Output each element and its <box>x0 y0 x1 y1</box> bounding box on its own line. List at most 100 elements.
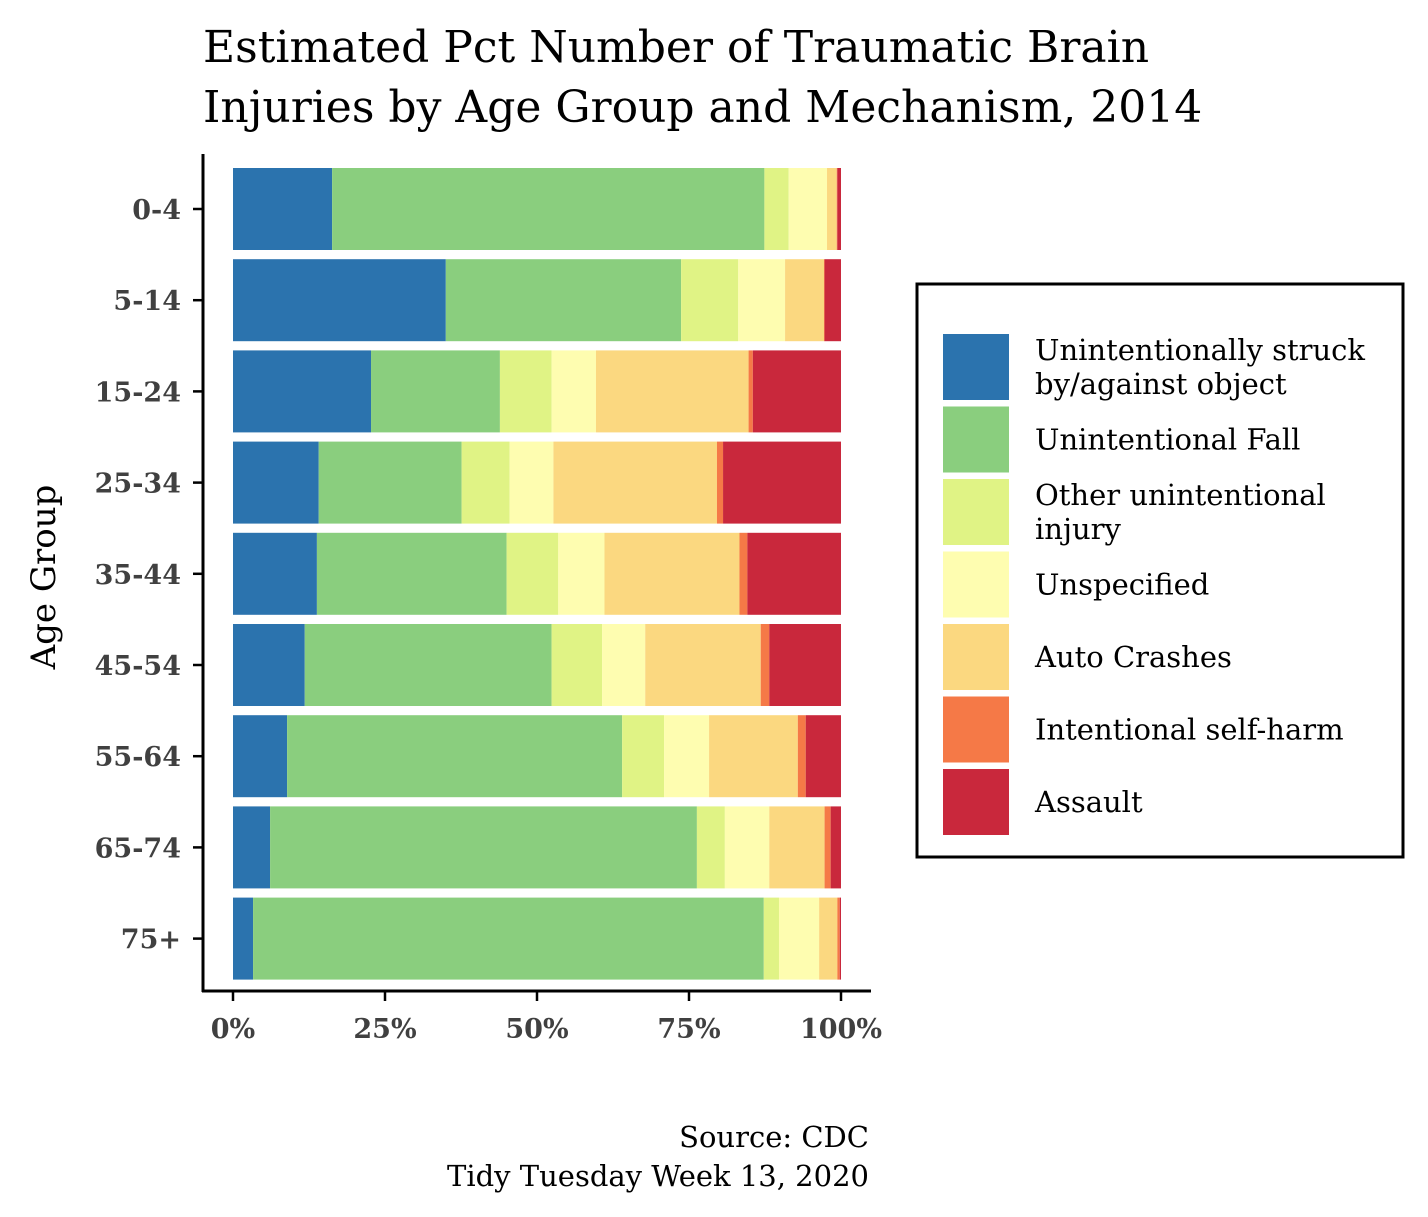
chart-title-line-2: Injuries by Age Group and Mechanism, 201… <box>203 82 1202 133</box>
bar-segment-35-44-7 <box>747 532 841 615</box>
bar-segment-35-44-5 <box>604 532 740 615</box>
bar-segment-55-64-3 <box>622 715 665 798</box>
bar-segment-0-4-4 <box>788 168 828 250</box>
bar-segment-0-4-7 <box>837 168 841 250</box>
bar-segment-75+-6 <box>837 897 840 980</box>
legend-key-5 <box>943 624 1009 690</box>
bar-segment-0-4-3 <box>764 168 789 250</box>
bar-segment-55-64-4 <box>664 715 710 798</box>
bar-segment-15-24-2 <box>371 350 500 433</box>
bar-segment-45-54-6 <box>760 624 770 706</box>
bar-segment-45-54-5 <box>645 624 761 706</box>
x-tick-label-75: 75% <box>657 1014 720 1045</box>
legend-key-2 <box>943 406 1009 473</box>
bar-segment-5-14-3 <box>681 259 739 342</box>
bar-segment-25-34-7 <box>723 441 841 524</box>
legend-key-4 <box>943 551 1009 618</box>
bar-segment-15-24-5 <box>595 350 749 433</box>
legend-label-2: Unintentional Fall <box>1035 423 1300 457</box>
y-tick-label-5-14: 5-14 <box>113 286 181 317</box>
bar-segment-25-34-2 <box>318 441 462 524</box>
bar-segment-75+-5 <box>819 897 838 980</box>
y-axis-title: Age Group <box>24 485 64 671</box>
x-tick-label-0: 0% <box>211 1014 255 1045</box>
legend-label-7: Assault <box>1034 785 1143 819</box>
bar-segment-45-54-3 <box>551 624 603 706</box>
bar-segment-25-34-1 <box>233 441 319 524</box>
y-tick-label-45-54: 45-54 <box>95 651 181 682</box>
bars-layer <box>233 168 841 980</box>
legend-label-1: Unintentionally struck by/against object <box>1035 333 1365 401</box>
bar-segment-5-14-5 <box>785 259 824 342</box>
bar-segment-65-74-5 <box>769 806 825 889</box>
bar-segment-65-74-3 <box>696 806 725 889</box>
caption-note: Tidy Tuesday Week 13, 2020 <box>447 1159 869 1193</box>
bar-segment-5-14-2 <box>445 259 682 342</box>
legend-label-3: Other unintentional injury <box>1035 478 1326 546</box>
legend-label-6: Intentional self-harm <box>1035 713 1344 747</box>
bar-segment-15-24-1 <box>233 350 372 433</box>
chart-title-line-1: Estimated Pct Number of Traumatic Brain <box>203 22 1149 73</box>
x-tick-label-50: 50% <box>505 1014 568 1045</box>
caption-source: Source: CDC <box>679 1120 869 1154</box>
legend-label-4: Unspecified <box>1035 568 1209 602</box>
bar-segment-55-64-5 <box>709 715 798 798</box>
bar-segment-0-4-2 <box>332 168 765 250</box>
bar-segment-35-44-1 <box>233 532 317 615</box>
bar-segment-5-14-1 <box>233 259 446 342</box>
bar-segment-25-34-6 <box>716 441 724 524</box>
legend-key-6 <box>943 696 1009 763</box>
legend: Unintentionally struck by/against object U… <box>915 282 1405 859</box>
bar-segment-35-44-4 <box>558 532 605 615</box>
bar-segment-5-14-4 <box>738 259 786 342</box>
bar-segment-65-74-1 <box>233 806 271 889</box>
bar-segment-35-44-2 <box>316 532 507 615</box>
bar-segment-35-44-3 <box>506 532 559 615</box>
bar-segment-65-74-4 <box>724 806 770 889</box>
bar-segment-55-64-1 <box>233 715 288 798</box>
bar-segment-65-74-2 <box>270 806 697 889</box>
bar-segment-0-4-1 <box>233 168 333 250</box>
y-tick-label-75+: 75+ <box>121 925 181 956</box>
bar-segment-25-34-5 <box>553 441 717 524</box>
bar-segment-45-54-7 <box>769 624 841 706</box>
bar-segment-55-64-2 <box>287 715 623 798</box>
x-tick-label-25: 25% <box>353 1014 416 1045</box>
bar-segment-0-4-5 <box>827 168 837 250</box>
bar-segment-65-74-7 <box>830 806 841 889</box>
bar-segment-15-24-6 <box>748 350 753 433</box>
bar-segment-15-24-7 <box>752 350 841 433</box>
x-tick-label-100: 100% <box>800 1014 882 1045</box>
y-tick-label-65-74: 65-74 <box>95 833 181 864</box>
y-tick-label-25-34: 25-34 <box>95 469 181 500</box>
bar-segment-45-54-4 <box>602 624 646 706</box>
y-tick-label-15-24: 15-24 <box>95 377 181 408</box>
bar-segment-55-64-6 <box>797 715 806 798</box>
y-tick-label-55-64: 55-64 <box>95 742 181 773</box>
axes-layer: 0-4 5-14 15-24 25-34 35-44 45-54 55-64 65-74 75+… <box>95 154 882 1045</box>
legend-key-1 <box>943 334 1009 400</box>
bar-segment-75+-7 <box>839 897 841 980</box>
bar-segment-5-14-6 <box>823 259 825 342</box>
bar-segment-15-24-3 <box>499 350 552 433</box>
bar-segment-45-54-2 <box>304 624 552 706</box>
bar-segment-25-34-3 <box>461 441 510 524</box>
bar-segment-65-74-6 <box>824 806 831 889</box>
bar-segment-25-34-4 <box>509 441 554 524</box>
bar-segment-45-54-1 <box>233 624 305 706</box>
bar-segment-15-24-4 <box>551 350 596 433</box>
legend-label-5: Auto Crashes <box>1034 640 1232 674</box>
bar-segment-5-14-7 <box>824 259 841 342</box>
y-tick-label-0-4: 0-4 <box>132 195 181 226</box>
bar-segment-55-64-7 <box>805 715 841 798</box>
bar-segment-75+-2 <box>253 897 764 980</box>
bar-segment-75+-4 <box>778 897 820 980</box>
bar-segment-35-44-6 <box>739 532 748 615</box>
bar-segment-0-4-6 <box>836 168 838 250</box>
legend-key-7 <box>943 769 1009 835</box>
y-tick-label-35-44: 35-44 <box>95 560 181 591</box>
bar-segment-75+-3 <box>763 897 779 980</box>
bar-segment-75+-1 <box>233 897 254 980</box>
